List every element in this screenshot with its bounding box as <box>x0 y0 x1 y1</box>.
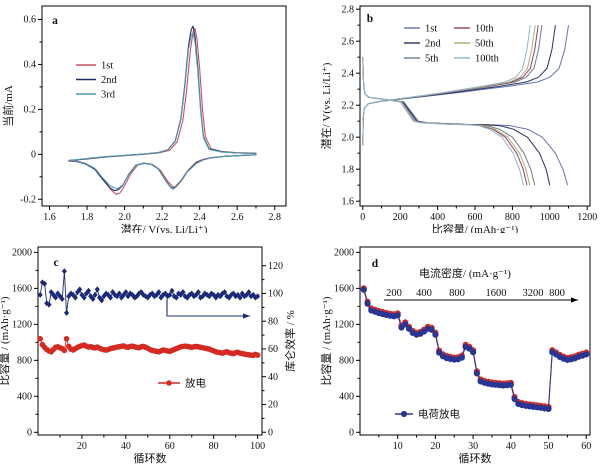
svg-text:60: 60 <box>165 441 175 452</box>
svg-text:1000: 1000 <box>540 212 560 223</box>
svg-text:2.0: 2.0 <box>342 132 355 143</box>
svg-text:a: a <box>52 15 58 27</box>
svg-text:80: 80 <box>209 441 219 452</box>
svg-text:库仑效率 / %: 库仑效率 / % <box>283 310 297 372</box>
svg-text:5th: 5th <box>425 54 439 65</box>
svg-text:放电: 放电 <box>185 377 206 390</box>
svg-text:当前/mA: 当前/mA <box>1 85 15 127</box>
svg-text:比容量/ (mAh·g⁻¹): 比容量/ (mAh·g⁻¹) <box>432 222 519 233</box>
svg-text:800: 800 <box>449 288 465 299</box>
svg-text:600: 600 <box>468 212 483 223</box>
panel-a-cv-chart: 1.6 1.8 2.0 2.2 2.4 2.6 2.8 -0.2 0 0.2 0.4 0.6 潜在/ V… <box>1 5 287 233</box>
svg-text:2.4: 2.4 <box>193 212 206 223</box>
svg-text:1.6: 1.6 <box>342 196 355 207</box>
svg-text:c: c <box>53 257 58 269</box>
svg-text:1200: 1200 <box>577 212 597 223</box>
svg-text:400: 400 <box>17 392 32 403</box>
svg-text:比容量 / (mAh·g⁻¹): 比容量 / (mAh·g⁻¹) <box>319 296 333 385</box>
svg-text:0: 0 <box>360 212 365 223</box>
svg-text:200: 200 <box>393 212 408 223</box>
svg-text:400: 400 <box>339 392 354 403</box>
svg-text:100: 100 <box>268 289 283 300</box>
svg-text:1600: 1600 <box>334 284 354 295</box>
svg-text:比容量 / (mAh·g⁻¹): 比容量 / (mAh·g⁻¹) <box>0 296 11 385</box>
svg-text:800: 800 <box>549 288 565 299</box>
svg-text:2.2: 2.2 <box>342 100 355 111</box>
svg-text:1600: 1600 <box>12 284 32 295</box>
svg-text:1.8: 1.8 <box>342 164 355 175</box>
svg-text:电流密度/ (mA·g⁻¹): 电流密度/ (mA·g⁻¹) <box>419 266 511 280</box>
svg-text:40: 40 <box>121 441 131 452</box>
svg-text:400: 400 <box>416 288 432 299</box>
svg-text:1st: 1st <box>101 61 113 72</box>
svg-text:20: 20 <box>430 441 440 452</box>
svg-text:2.6: 2.6 <box>231 212 244 223</box>
svg-text:2.8: 2.8 <box>268 212 281 223</box>
svg-text:2000: 2000 <box>12 248 32 259</box>
svg-text:3rd: 3rd <box>101 90 116 101</box>
svg-text:800: 800 <box>17 356 32 367</box>
svg-text:2000: 2000 <box>334 248 354 259</box>
svg-text:2nd: 2nd <box>425 39 442 50</box>
svg-text:-0.2: -0.2 <box>20 194 36 205</box>
svg-text:d: d <box>372 258 379 270</box>
svg-text:100: 100 <box>250 441 265 452</box>
svg-text:100th: 100th <box>475 54 500 65</box>
panel-b-charge-discharge-chart: 0 200 400 600 800 1000 1200 1.6 1.8 2.0 2.2 2.4 2.6 2… <box>319 4 597 233</box>
svg-text:60: 60 <box>268 344 278 355</box>
svg-text:循环数: 循环数 <box>459 452 492 465</box>
svg-text:0.6: 0.6 <box>24 15 37 26</box>
svg-text:800: 800 <box>505 212 520 223</box>
svg-text:10th: 10th <box>475 24 494 35</box>
svg-text:1600: 1600 <box>486 288 507 299</box>
svg-text:0.2: 0.2 <box>24 105 37 116</box>
svg-text:b: b <box>367 13 373 25</box>
svg-text:1200: 1200 <box>334 320 354 331</box>
svg-text:0: 0 <box>31 150 36 161</box>
svg-text:80: 80 <box>268 316 278 327</box>
panel-c-cycling-chart: 20 40 60 80 10004008001200160020000204060801… <box>0 246 297 465</box>
svg-text:2.8: 2.8 <box>342 4 355 15</box>
svg-text:50th: 50th <box>475 39 494 50</box>
svg-text:1.8: 1.8 <box>81 212 94 223</box>
svg-text:2.6: 2.6 <box>342 36 355 47</box>
svg-text:120: 120 <box>268 261 283 272</box>
svg-text:0: 0 <box>349 428 354 439</box>
svg-text:50: 50 <box>544 441 554 452</box>
svg-text:潜在/ V(vs. Li/Li⁺): 潜在/ V(vs. Li/Li⁺) <box>319 62 333 149</box>
svg-text:0: 0 <box>27 428 32 439</box>
svg-text:30: 30 <box>468 441 478 452</box>
svg-text:400: 400 <box>430 212 445 223</box>
svg-text:10: 10 <box>393 441 403 452</box>
svg-text:3200: 3200 <box>523 288 544 299</box>
svg-text:1st: 1st <box>425 24 437 35</box>
svg-text:2.2: 2.2 <box>156 212 169 223</box>
svg-text:电荷放电: 电荷放电 <box>418 408 460 421</box>
svg-text:2.0: 2.0 <box>118 212 131 223</box>
svg-text:0: 0 <box>268 427 273 438</box>
svg-text:2.4: 2.4 <box>342 68 355 79</box>
svg-text:0.4: 0.4 <box>24 60 37 71</box>
svg-text:60: 60 <box>581 441 591 452</box>
svg-text:循环数: 循环数 <box>134 452 167 465</box>
svg-text:40: 40 <box>506 441 516 452</box>
svg-text:1.6: 1.6 <box>43 212 56 223</box>
svg-text:40: 40 <box>268 372 278 383</box>
svg-text:800: 800 <box>339 356 354 367</box>
svg-text:潜在/ V(vs. Li/Li⁺): 潜在/ V(vs. Li/Li⁺) <box>121 222 208 233</box>
svg-text:20: 20 <box>77 441 87 452</box>
svg-text:2nd: 2nd <box>101 75 118 86</box>
svg-text:1200: 1200 <box>12 320 32 331</box>
svg-text:200: 200 <box>386 288 402 299</box>
svg-text:20: 20 <box>268 400 278 411</box>
panel-d-rate-chart: 10 20 30 40 50 60 0 400 800 1200 1600 2000 循环数 比容量 / … <box>319 246 591 465</box>
